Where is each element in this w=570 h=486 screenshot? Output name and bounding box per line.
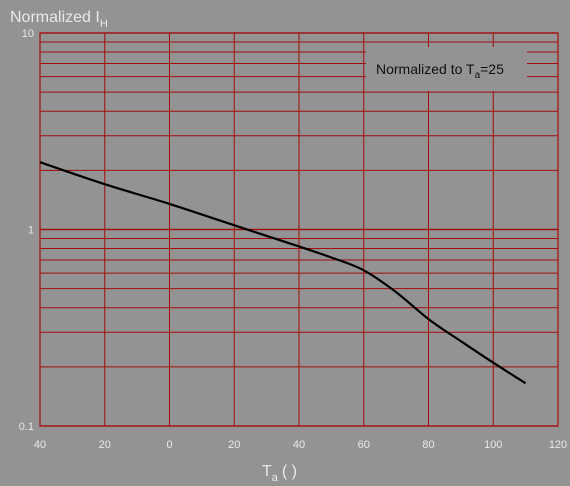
x-axis-label-sub: a (272, 472, 279, 484)
x-axis-label: Ta( ) (262, 463, 297, 484)
x-tick-label-3: 20 (228, 439, 240, 451)
annotation-sub: a (475, 70, 481, 81)
x-tick-label-5: 60 (358, 439, 370, 451)
y-tick-label-2: 0.1 (19, 421, 34, 433)
x-tick-label-4: 40 (293, 439, 305, 451)
x-tick-label-0: 40 (34, 439, 46, 451)
x-tick-label-7: 100 (484, 439, 502, 451)
x-axis-label-main: T (262, 463, 272, 480)
annotation-box (366, 47, 527, 91)
x-tick-label-2: 0 (166, 439, 172, 451)
y-tick-label-0: 10 (22, 28, 34, 40)
annotation-text: Normalized to Ta=25 (376, 61, 504, 81)
series-line-0 (39, 161, 527, 385)
grid (39, 32, 559, 427)
x-tick-label-6: 80 (422, 439, 434, 451)
tick-labels: 40 20 0 20 40 60 80 100 120 10 1 0.1 (19, 28, 567, 451)
annotation-suffix: =25 (480, 61, 504, 77)
y-tick-label-1: 1 (28, 225, 34, 237)
y-axis-label-sub: H (100, 18, 108, 30)
x-tick-label-1: 20 (99, 439, 111, 451)
y-axis-label: Normalized IH (10, 9, 108, 30)
x-tick-label-8: 120 (549, 439, 567, 451)
series (39, 161, 527, 385)
annotation-main: Normalized to T (376, 61, 475, 77)
y-axis-label-main: Normalized I (10, 9, 100, 26)
x-axis-label-suffix: ( ) (282, 463, 297, 480)
